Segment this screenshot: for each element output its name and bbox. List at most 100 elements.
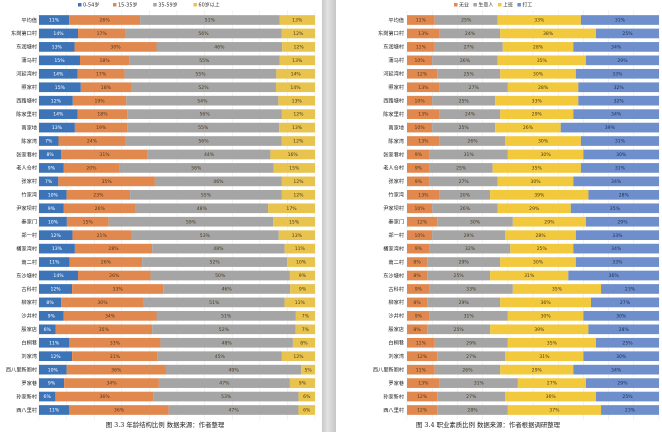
data-label: 15% <box>83 219 94 225</box>
bar-segment <box>437 68 501 79</box>
data-label: 30% <box>616 313 627 319</box>
bar-segment <box>432 203 498 214</box>
data-label: 25% <box>459 98 470 104</box>
bar-segment <box>407 136 440 146</box>
bar-segment <box>39 55 80 66</box>
row-label: 照家村 <box>388 83 404 91</box>
bar-segment <box>298 405 315 415</box>
data-label: 20% <box>460 192 471 198</box>
row-label: 西八里新厕村 <box>6 365 37 373</box>
bar-segment <box>74 122 128 133</box>
bar-segment <box>596 337 659 348</box>
bar-segment <box>407 163 430 173</box>
data-label: 11% <box>416 44 427 50</box>
bar-segment <box>512 216 586 227</box>
data-label: 6% <box>44 327 52 333</box>
data-label: 30% <box>538 139 549 145</box>
data-label: 33% <box>612 71 623 77</box>
bar-segment <box>434 15 498 25</box>
row-label: 西八里新厕村 <box>373 365 404 373</box>
bar-segment <box>575 257 659 267</box>
data-label: 27% <box>466 354 477 360</box>
bar-segment <box>131 230 279 241</box>
data-label: 32% <box>614 98 625 104</box>
bar-segment <box>119 163 274 173</box>
data-label: 12% <box>417 71 428 77</box>
figure-caption: 图 3.3 年龄结构比例 数据来源：作者整理 <box>106 420 225 429</box>
data-label: 48% <box>213 246 224 252</box>
data-label: 45% <box>215 354 226 360</box>
bar-segment <box>497 176 574 187</box>
row-label: 竹家湾 <box>388 191 404 199</box>
data-label: 26% <box>460 58 471 64</box>
data-label: 35% <box>552 287 563 293</box>
row-label: 刘家湾 <box>21 352 37 360</box>
bar-segment <box>407 364 435 375</box>
data-label: 33% <box>534 18 545 24</box>
row-label: 秦家门 <box>21 218 37 226</box>
data-label: 11% <box>49 18 60 24</box>
data-label: 35% <box>99 327 110 333</box>
bar-segment <box>427 257 501 267</box>
row-label: 老人仓村 <box>383 164 404 172</box>
bar-segment <box>407 405 438 415</box>
data-label: 28% <box>467 408 478 414</box>
bar-segment <box>407 203 433 214</box>
bar-segment <box>588 189 659 200</box>
data-label: 15% <box>289 166 300 172</box>
data-label: 13% <box>52 246 63 252</box>
bar-segment <box>292 337 315 348</box>
bar-segment <box>497 15 581 25</box>
data-label: 47% <box>219 381 230 387</box>
bar-segment <box>55 324 153 335</box>
bar-segment <box>58 176 155 187</box>
data-label: 51% <box>221 313 232 319</box>
data-label: 12% <box>293 192 304 198</box>
data-label: 36% <box>546 394 557 400</box>
row-label: 平均值 <box>388 16 404 24</box>
data-label: 28% <box>108 246 119 252</box>
bar-segment <box>284 243 315 254</box>
data-label: 9% <box>415 152 423 158</box>
data-label: 52% <box>210 260 221 266</box>
bar-segment <box>407 257 428 267</box>
data-label: 25% <box>454 273 465 279</box>
bar-segment <box>439 109 501 119</box>
bar-segment <box>39 109 78 119</box>
bar-segment <box>39 28 79 39</box>
data-label: 29% <box>544 219 555 225</box>
data-label: 10% <box>296 260 307 266</box>
data-label: 24% <box>465 112 476 118</box>
data-label: 26% <box>467 139 478 145</box>
bar-segment <box>407 68 438 79</box>
page-gutter <box>322 0 336 432</box>
data-label: 53% <box>221 394 232 400</box>
data-label: 28% <box>619 192 630 198</box>
data-label: 12% <box>293 31 304 37</box>
bar-segment <box>490 270 569 281</box>
data-label: 31% <box>110 354 121 360</box>
bar-segment <box>601 405 659 415</box>
bar-segment <box>63 163 120 173</box>
bar-segment <box>573 364 659 375</box>
bar-segment <box>407 284 430 294</box>
bar-segment <box>429 243 511 254</box>
bar-segment <box>437 391 506 402</box>
data-label: 30% <box>97 300 108 306</box>
data-label: 14% <box>53 71 64 77</box>
bar-segment <box>129 55 280 66</box>
bar-segment <box>39 189 67 200</box>
bar-segment <box>61 297 144 308</box>
bar-segment <box>502 42 574 52</box>
data-label: 32% <box>614 85 625 91</box>
bar-segment <box>39 243 75 254</box>
data-label: 30% <box>533 71 544 77</box>
bar-segment <box>127 109 282 119</box>
data-label: 48% <box>197 206 208 212</box>
data-label: 19% <box>96 125 107 131</box>
data-label: 12% <box>417 394 428 400</box>
data-label: 26% <box>460 206 471 212</box>
bar-segment <box>500 257 576 267</box>
row-label: 张家村 <box>21 177 37 185</box>
